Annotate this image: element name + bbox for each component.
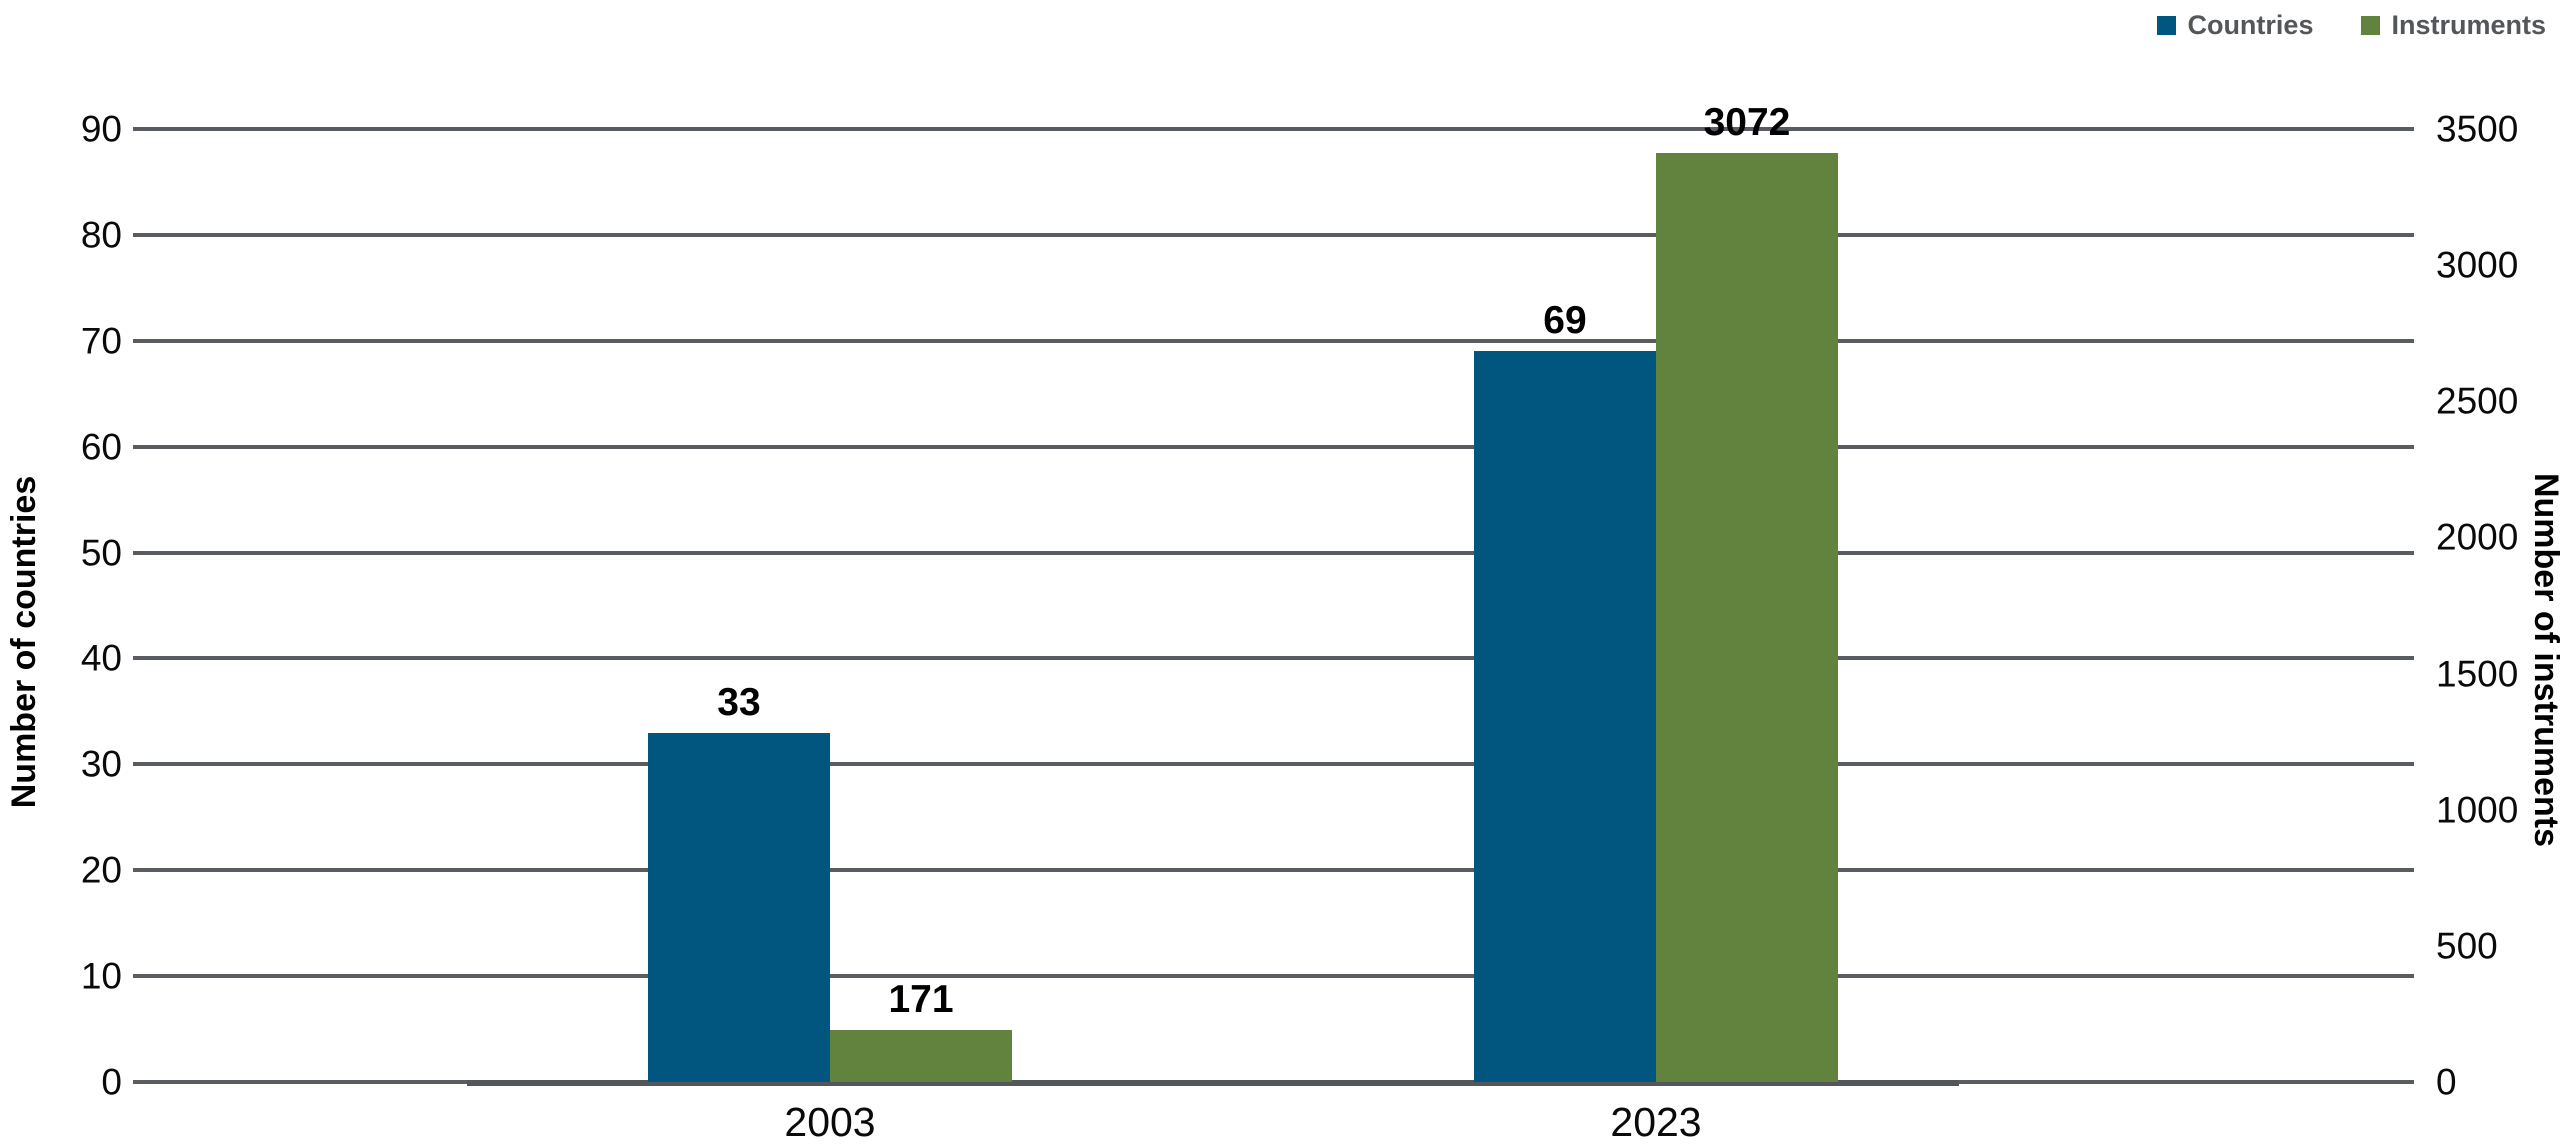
- bar-instruments-2003: [830, 1030, 1012, 1082]
- left-axis-tick-label: 30: [80, 743, 122, 785]
- right-axis-tick-label: 2500: [2436, 380, 2519, 422]
- right-axis-tick-label: 1500: [2436, 653, 2519, 695]
- gridline-50: [133, 550, 2414, 555]
- gridline-40: [133, 656, 2414, 661]
- bar-value-label-instruments-2023: 3072: [1703, 100, 1791, 144]
- right-axis-tick-label: 0: [2436, 1061, 2457, 1103]
- legend-label: Instruments: [2391, 10, 2546, 40]
- right-axis-tick-label: 2000: [2436, 516, 2519, 558]
- left-axis-tick-label: 90: [80, 108, 122, 150]
- bar-instruments-2023: [1656, 152, 1838, 1082]
- gridline-60: [133, 444, 2414, 449]
- right-axis-tick-label: 1000: [2436, 789, 2519, 831]
- right-axis-title: Number of instruments: [2527, 472, 2560, 848]
- bar-value-label-instruments-2003: 171: [888, 978, 954, 1022]
- left-axis-tick-label: 80: [80, 214, 122, 256]
- x-axis-line: [467, 1080, 1959, 1086]
- x-axis-category-label: 2023: [1610, 1099, 1702, 1145]
- gridline-90: [133, 127, 2414, 131]
- right-axis-tick-label: 500: [2436, 925, 2498, 967]
- gridline-20: [133, 868, 2414, 873]
- chart-legend: Countries Instruments: [2157, 12, 2546, 39]
- left-axis-title: Number of countries: [5, 475, 43, 809]
- left-axis-tick-label: 10: [80, 955, 122, 997]
- gridline-30: [133, 762, 2414, 767]
- right-axis-tick-label: 3500: [2436, 108, 2519, 150]
- bar-value-label-countries-2003: 33: [717, 680, 761, 724]
- gridline-70: [133, 338, 2414, 343]
- left-axis-tick-label: 50: [80, 532, 122, 574]
- bar-value-label-countries-2023: 69: [1543, 299, 1587, 343]
- gridline-80: [133, 232, 2414, 237]
- legend-label: Countries: [2187, 10, 2314, 40]
- left-axis-tick-label: 70: [80, 320, 122, 362]
- legend-item-countries: Countries: [2157, 12, 2313, 39]
- legend-swatch-icon: [2157, 16, 2177, 35]
- left-axis-tick-label: 60: [80, 426, 122, 468]
- gridline-10: [133, 974, 2414, 979]
- right-axis-tick-label: 3000: [2436, 244, 2519, 286]
- bar-countries-2003: [648, 732, 830, 1082]
- legend-swatch-icon: [2361, 16, 2381, 35]
- legend-item-instruments: Instruments: [2361, 12, 2546, 39]
- left-axis-tick-label: 0: [101, 1061, 122, 1103]
- left-axis-tick-label: 20: [80, 849, 122, 891]
- x-axis-category-label: 2003: [784, 1099, 876, 1145]
- left-axis-tick-label: 40: [80, 637, 122, 679]
- bar-countries-2023: [1474, 351, 1656, 1082]
